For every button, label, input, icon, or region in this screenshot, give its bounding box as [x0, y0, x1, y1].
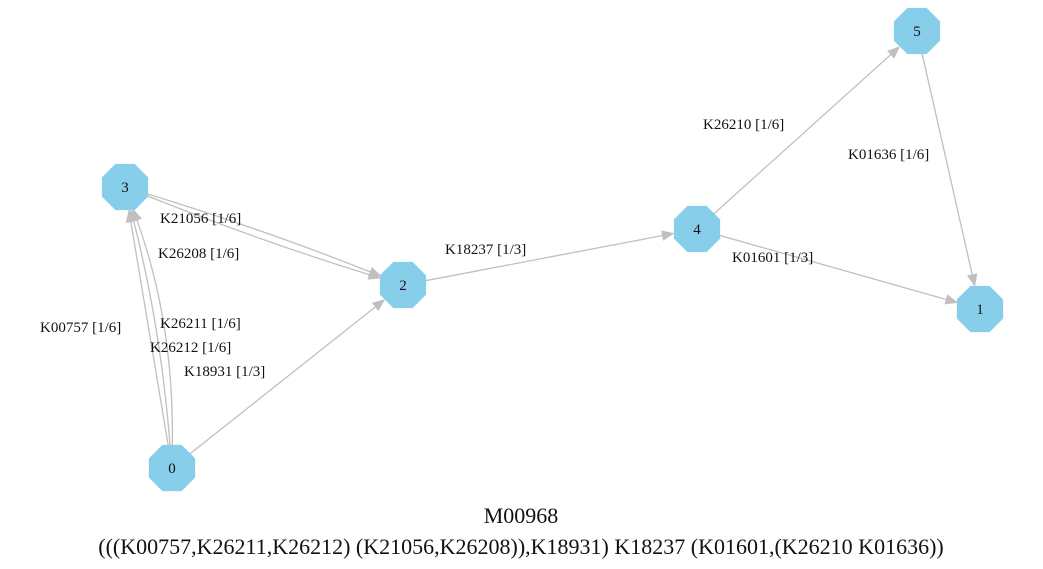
edge-arrowhead: [367, 269, 382, 280]
edge-arrowhead: [125, 209, 137, 223]
node-octagon: [956, 285, 1004, 333]
node-label: 0: [168, 461, 176, 477]
edge-label: K18237 [1/3]: [445, 242, 526, 258]
edge-label: K01636 [1/6]: [848, 147, 929, 163]
edge-4-to-1: [718, 234, 959, 305]
diagram-subtitle: (((K00757,K26211,K26212) (K21056,K26208)…: [98, 534, 943, 559]
node-0: 0: [148, 444, 196, 492]
edge-2-to-4: [425, 230, 675, 282]
edge-line: [425, 234, 663, 282]
node-label: 5: [913, 24, 921, 40]
node-octagon: [379, 261, 427, 309]
edge-0-to-3: [125, 209, 169, 446]
edge-4-to-5: [713, 46, 901, 215]
edge-labels-layer: K00757 [1/6] K26211 [1/6] K26212 [1/6] K189…: [40, 117, 929, 380]
edge-arrowhead: [661, 230, 675, 241]
node-2: 2: [379, 261, 427, 309]
edge-label: K26211 [1/6]: [160, 316, 241, 332]
edge-label: K00757 [1/6]: [40, 320, 121, 336]
node-4: 4: [673, 205, 721, 253]
edge-label: K26212 [1/6]: [150, 340, 231, 356]
node-label: 4: [693, 222, 701, 238]
edge-3-to-2: [146, 193, 382, 277]
edge-line: [713, 53, 892, 215]
node-5: 5: [893, 7, 941, 55]
node-1: 1: [956, 285, 1004, 333]
edge-arrowhead: [967, 273, 978, 287]
node-label: 2: [399, 278, 407, 294]
node-label: 1: [976, 302, 984, 318]
diagram-title: M00968: [484, 503, 559, 528]
edge-line: [146, 193, 371, 273]
edge-arrowhead: [944, 294, 959, 305]
edge-label: K26208 [1/6]: [158, 246, 239, 262]
node-octagon: [148, 444, 196, 492]
edge-line: [921, 53, 973, 276]
node-octagon: [893, 7, 941, 55]
edge-arrowhead: [371, 299, 386, 312]
edge-label: K01601 [1/3]: [732, 250, 813, 266]
node-label: 3: [121, 180, 129, 196]
node-octagon: [673, 205, 721, 253]
edge-label: K18931 [1/3]: [184, 364, 265, 380]
edge-line: [133, 220, 171, 446]
edge-3-to-2: [146, 194, 382, 280]
edge-arrowhead: [887, 46, 901, 59]
edge-label: K21056 [1/6]: [160, 211, 241, 227]
edge-line: [189, 306, 376, 455]
edges-layer: [125, 46, 978, 455]
edge-line: [718, 234, 947, 301]
edge-line: [130, 221, 169, 446]
edge-5-to-1: [921, 53, 978, 287]
edge-line: [136, 219, 174, 446]
edge-label: K26210 [1/6]: [703, 117, 784, 133]
edge-line: [146, 194, 370, 276]
node-3: 3: [101, 163, 149, 211]
edge-0-to-2: [189, 299, 386, 455]
nodes-layer: 0 1 2 3 4 5: [101, 7, 1004, 492]
node-octagon: [101, 163, 149, 211]
